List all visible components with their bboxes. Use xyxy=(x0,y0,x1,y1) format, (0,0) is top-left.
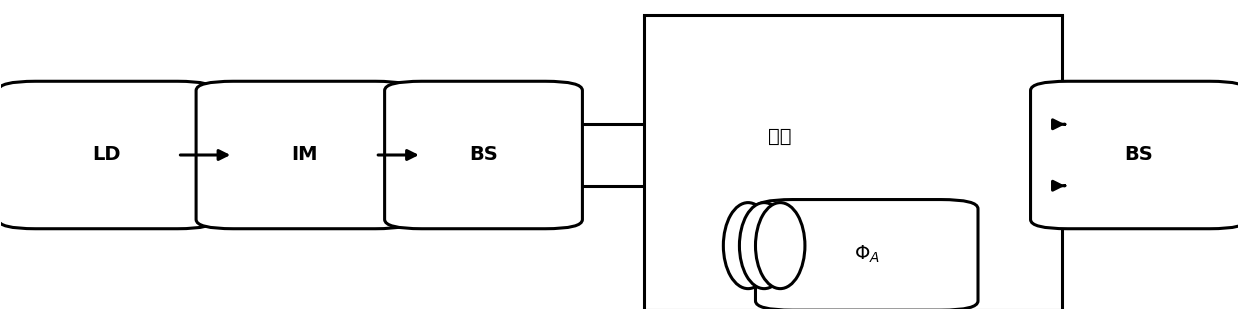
FancyBboxPatch shape xyxy=(756,200,978,310)
FancyBboxPatch shape xyxy=(1031,81,1239,229)
Ellipse shape xyxy=(724,203,773,289)
Text: $\Phi_A$: $\Phi_A$ xyxy=(854,244,880,265)
Text: 光纤: 光纤 xyxy=(768,127,792,146)
Text: BS: BS xyxy=(1124,145,1154,165)
FancyBboxPatch shape xyxy=(196,81,413,229)
FancyBboxPatch shape xyxy=(384,81,582,229)
Text: BS: BS xyxy=(470,145,498,165)
FancyBboxPatch shape xyxy=(0,81,214,229)
Ellipse shape xyxy=(756,203,805,289)
Text: IM: IM xyxy=(291,145,317,165)
Text: LD: LD xyxy=(92,145,120,165)
Ellipse shape xyxy=(740,203,789,289)
